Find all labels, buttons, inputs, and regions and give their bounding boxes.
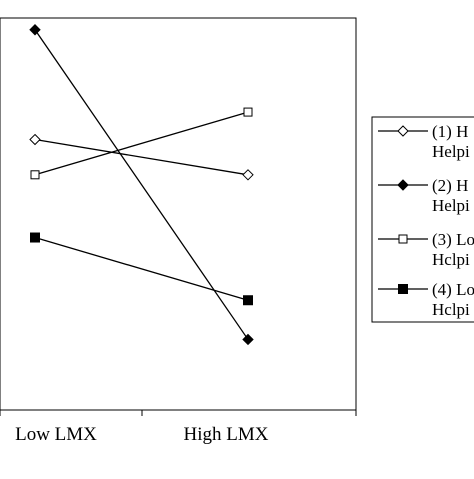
x-tick-label-low: Low LMX (15, 424, 97, 445)
legend-label-2-line2: Helpi (432, 196, 470, 215)
legend-label-4: (4) Lo (432, 280, 474, 299)
plot-frame (0, 17, 357, 411)
legend-marker-3 (398, 234, 408, 244)
series-3-line (34, 111, 249, 176)
series-markers (29, 24, 254, 346)
legend-label-1: (1) H (432, 122, 468, 141)
series-1-point-2 (242, 169, 254, 181)
series-2-point-1 (29, 24, 41, 36)
series-2-line (34, 29, 249, 340)
legend-label-2: (2) H (432, 176, 468, 195)
series-2-point-2 (242, 333, 254, 346)
series-1-point-1 (29, 133, 41, 146)
legend-marker-4 (398, 284, 408, 294)
series-4-point-2 (243, 295, 253, 306)
legend-label-3-line2: Hclpi (432, 250, 470, 269)
series-lines (34, 29, 249, 340)
series-4-line (34, 236, 249, 301)
x-tick-label-high: High LMX (184, 424, 269, 445)
series-3-point-2 (243, 107, 253, 117)
legend-frame (371, 116, 474, 323)
series-4-point-1 (30, 232, 40, 243)
x-axis-ticks (0, 410, 357, 416)
legend-marker-1 (397, 125, 409, 137)
legend-marker-2 (397, 179, 409, 191)
legend-label-4-line2: Hclpi (432, 300, 470, 319)
legend-label-1-line2: Helpi (432, 142, 470, 161)
series-3-point-1 (30, 170, 40, 180)
series-1-line (34, 138, 249, 176)
legend-label-3: (3) Lo (432, 230, 474, 249)
